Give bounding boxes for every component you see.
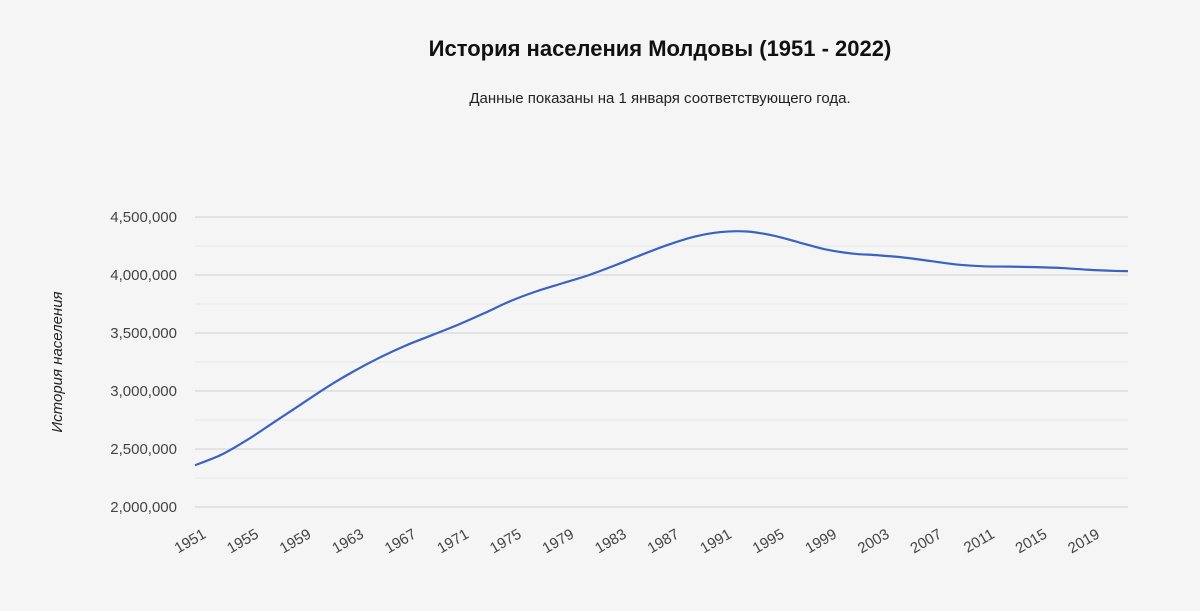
series-layer — [194, 230, 1129, 467]
population-series-line[interactable] — [194, 230, 1129, 467]
x-tick-label: 1959 — [277, 526, 314, 557]
x-tick-label: 2019 — [1065, 526, 1102, 557]
x-tick-label: 1951 — [172, 526, 209, 557]
x-tick-label: 1983 — [592, 526, 629, 557]
x-tick-label: 2011 — [961, 526, 997, 557]
x-tick-label: 2007 — [907, 526, 944, 557]
y-tick-label: 3,000,000 — [110, 383, 177, 400]
y-axis-ticks: 2,000,000 2,500,000 3,000,000 3,500,000 4,00… — [110, 209, 177, 516]
x-tick-label: 1967 — [382, 526, 419, 557]
y-tick-label: 2,500,000 — [110, 441, 177, 458]
x-tick-label: 1963 — [329, 526, 366, 557]
x-tick-label: 1999 — [802, 526, 839, 557]
x-tick-label: 1987 — [645, 526, 682, 557]
y-axis-title: История населения — [49, 291, 66, 432]
chart-subtitle: Данные показаны на 1 января соответствую… — [469, 90, 850, 107]
x-tick-label: 1971 — [434, 526, 471, 557]
chart-title: История населения Молдовы (1951 - 2022) — [429, 36, 892, 61]
x-tick-label: 1955 — [224, 526, 261, 557]
x-tick-label: 2003 — [855, 526, 892, 557]
x-axis-ticks: 1951 1955 1959 1963 1967 1971 1975 1979 1983 1987… — [172, 526, 1103, 557]
x-tick-label: 1991 — [697, 526, 734, 557]
y-tick-label: 4,500,000 — [110, 209, 177, 226]
x-tick-label: 1995 — [750, 526, 787, 557]
y-tick-label: 4,000,000 — [110, 267, 177, 284]
y-tick-label: 3,500,000 — [110, 325, 177, 342]
y-tick-label: 2,000,000 — [110, 499, 177, 516]
grid-lines — [195, 216, 1128, 508]
x-tick-label: 1975 — [487, 526, 524, 557]
x-tick-label: 2015 — [1013, 526, 1050, 557]
x-tick-label: 1979 — [540, 526, 577, 557]
